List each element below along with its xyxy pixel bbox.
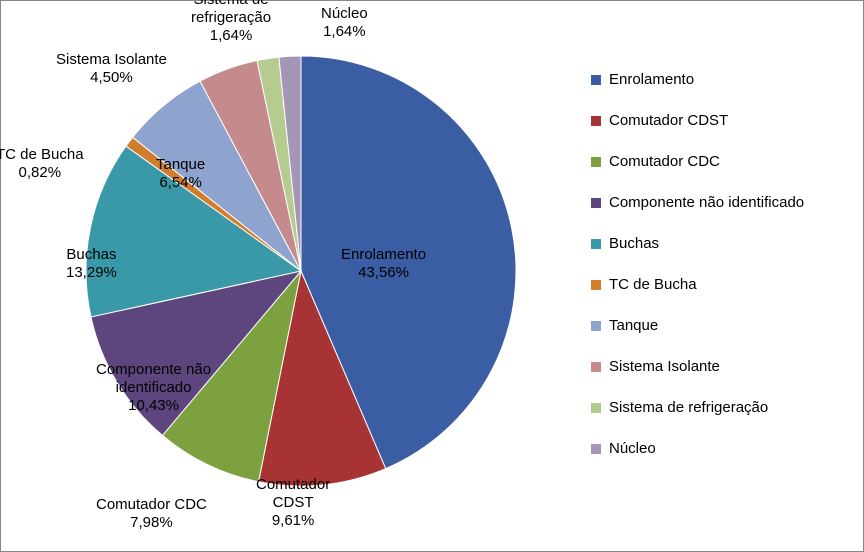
slice-label-line: Núcleo bbox=[321, 5, 368, 23]
legend-item: Núcleo bbox=[591, 440, 851, 457]
legend-label: Buchas bbox=[609, 235, 659, 252]
legend-swatch bbox=[591, 362, 601, 372]
slice-label-line: 43,56% bbox=[341, 264, 426, 282]
slice-label: Núcleo1,64% bbox=[321, 5, 368, 41]
slice-label-line: Enrolamento bbox=[341, 246, 426, 264]
slice-label-line: 1,64% bbox=[321, 23, 368, 41]
legend-swatch bbox=[591, 116, 601, 126]
slice-label-line: Sistema Isolante bbox=[56, 51, 167, 69]
slice-label-line: 13,29% bbox=[66, 264, 117, 282]
slice-label-line: 0,82% bbox=[0, 164, 84, 182]
slice-label-line: Sistema de bbox=[191, 0, 271, 9]
legend-label: Núcleo bbox=[609, 440, 656, 457]
slice-label-line: 4,50% bbox=[56, 69, 167, 87]
slice-label: Enrolamento43,56% bbox=[341, 246, 426, 282]
slice-label-line: Comutador bbox=[256, 476, 330, 494]
slice-label-line: 1,64% bbox=[191, 27, 271, 45]
legend-item: Enrolamento bbox=[591, 71, 851, 88]
slice-label-line: Comutador CDC bbox=[96, 496, 207, 514]
legend-swatch bbox=[591, 444, 601, 454]
slice-label-line: 7,98% bbox=[96, 514, 207, 532]
slice-label-line: 10,43% bbox=[96, 397, 211, 415]
legend-item: Sistema Isolante bbox=[591, 358, 851, 375]
legend-swatch bbox=[591, 280, 601, 290]
slice-label-line: identificado bbox=[96, 379, 211, 397]
slice-label: TC de Bucha0,82% bbox=[0, 146, 84, 182]
legend-item: Componente não identificado bbox=[591, 194, 851, 211]
legend-label: Tanque bbox=[609, 317, 658, 334]
slice-label-line: Componente não bbox=[96, 361, 211, 379]
slice-label: Buchas13,29% bbox=[66, 246, 117, 282]
legend-label: Componente não identificado bbox=[609, 194, 804, 211]
legend-swatch bbox=[591, 198, 601, 208]
slice-label-line: Tanque bbox=[156, 156, 205, 174]
legend-item: Sistema de refrigeração bbox=[591, 399, 851, 416]
legend-swatch bbox=[591, 239, 601, 249]
slice-label: Comutador CDC7,98% bbox=[96, 496, 207, 532]
legend-swatch bbox=[591, 157, 601, 167]
slice-label: Sistema Isolante4,50% bbox=[56, 51, 167, 87]
slice-label-line: 6,54% bbox=[156, 174, 205, 192]
pie-chart bbox=[81, 51, 521, 491]
slice-label-line: CDST bbox=[256, 494, 330, 512]
legend-label: Comutador CDST bbox=[609, 112, 728, 129]
legend-label: Comutador CDC bbox=[609, 153, 720, 170]
slice-label: Tanque6,54% bbox=[156, 156, 205, 192]
slice-label-line: 9,61% bbox=[256, 512, 330, 530]
slice-label: ComutadorCDST9,61% bbox=[256, 476, 330, 530]
slice-label-line: refrigeração bbox=[191, 9, 271, 27]
slice-label-line: TC de Bucha bbox=[0, 146, 84, 164]
legend-label: Sistema Isolante bbox=[609, 358, 720, 375]
slice-label: Sistema derefrigeração1,64% bbox=[191, 0, 271, 45]
legend-swatch bbox=[591, 321, 601, 331]
slice-label: Componente nãoidentificado10,43% bbox=[96, 361, 211, 415]
legend-item: TC de Bucha bbox=[591, 276, 851, 293]
legend-item: Comutador CDC bbox=[591, 153, 851, 170]
slice-label-line: Buchas bbox=[66, 246, 117, 264]
legend-item: Tanque bbox=[591, 317, 851, 334]
legend-label: TC de Bucha bbox=[609, 276, 697, 293]
legend-swatch bbox=[591, 75, 601, 85]
legend-swatch bbox=[591, 403, 601, 413]
legend-item: Buchas bbox=[591, 235, 851, 252]
legend: Enrolamento Comutador CDST Comutador CDC Co… bbox=[591, 71, 851, 481]
pie-chart-container: EnrolamentoComutador CDSTComutador CDCCo… bbox=[0, 0, 864, 552]
legend-item: Comutador CDST bbox=[591, 112, 851, 129]
legend-label: Enrolamento bbox=[609, 71, 694, 88]
legend-label: Sistema de refrigeração bbox=[609, 399, 768, 416]
